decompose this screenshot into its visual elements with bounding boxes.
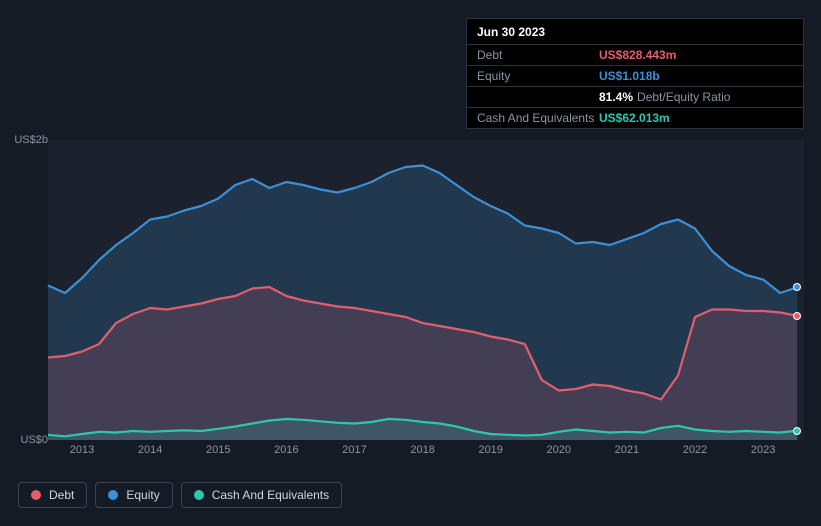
tooltip-value-ratio: 81.4% xyxy=(599,90,633,104)
tooltip-ratio-label: Debt/Equity Ratio xyxy=(637,90,730,104)
series-end-marker xyxy=(793,283,801,291)
y-tick-top: US$2b xyxy=(14,134,48,146)
x-tick: 2015 xyxy=(206,444,230,456)
legend-swatch xyxy=(194,490,204,500)
series-end-marker xyxy=(793,427,801,435)
chart-container: US$2b US$0 20132014201520162017201820192… xyxy=(18,120,804,462)
x-tick: 2013 xyxy=(70,444,94,456)
tooltip-row-debt: Debt US$828.443m xyxy=(467,45,803,66)
tooltip-value-cash: US$62.013m xyxy=(599,111,670,125)
tooltip-label: Equity xyxy=(477,69,599,83)
legend-label: Cash And Equivalents xyxy=(212,488,329,502)
legend-item-equity[interactable]: Equity xyxy=(95,482,172,508)
legend-item-cash[interactable]: Cash And Equivalents xyxy=(181,482,342,508)
x-tick: 2022 xyxy=(683,444,707,456)
tooltip-date: Jun 30 2023 xyxy=(467,19,803,45)
x-tick: 2018 xyxy=(410,444,434,456)
legend-item-debt[interactable]: Debt xyxy=(18,482,87,508)
chart-svg xyxy=(48,140,804,440)
tooltip-row-ratio: 81.4% Debt/Equity Ratio xyxy=(467,87,803,108)
legend-label: Debt xyxy=(49,488,74,502)
x-tick: 2014 xyxy=(138,444,162,456)
series-end-marker xyxy=(793,312,801,320)
x-tick: 2017 xyxy=(342,444,366,456)
legend-label: Equity xyxy=(126,488,159,502)
legend-swatch xyxy=(31,490,41,500)
tooltip-value-debt: US$828.443m xyxy=(599,48,676,62)
x-tick: 2020 xyxy=(547,444,571,456)
tooltip-value-equity: US$1.018b xyxy=(599,69,660,83)
tooltip-label: Cash And Equivalents xyxy=(477,111,599,125)
y-tick-bottom: US$0 xyxy=(20,434,48,446)
tooltip-label: Debt xyxy=(477,48,599,62)
x-tick: 2019 xyxy=(478,444,502,456)
x-tick: 2023 xyxy=(751,444,775,456)
tooltip-row-equity: Equity US$1.018b xyxy=(467,66,803,87)
chart-legend: Debt Equity Cash And Equivalents xyxy=(18,482,342,508)
chart-tooltip: Jun 30 2023 Debt US$828.443m Equity US$1… xyxy=(466,18,804,129)
y-axis: US$2b US$0 xyxy=(18,120,48,420)
chart-plot[interactable] xyxy=(48,140,804,440)
legend-swatch xyxy=(108,490,118,500)
tooltip-label xyxy=(477,90,599,104)
x-tick: 2021 xyxy=(615,444,639,456)
tooltip-row-cash: Cash And Equivalents US$62.013m xyxy=(467,108,803,128)
x-tick: 2016 xyxy=(274,444,298,456)
x-axis: 2013 2014 2015 2016 2017 2018 2019 2020 2021 2022… xyxy=(48,444,804,462)
